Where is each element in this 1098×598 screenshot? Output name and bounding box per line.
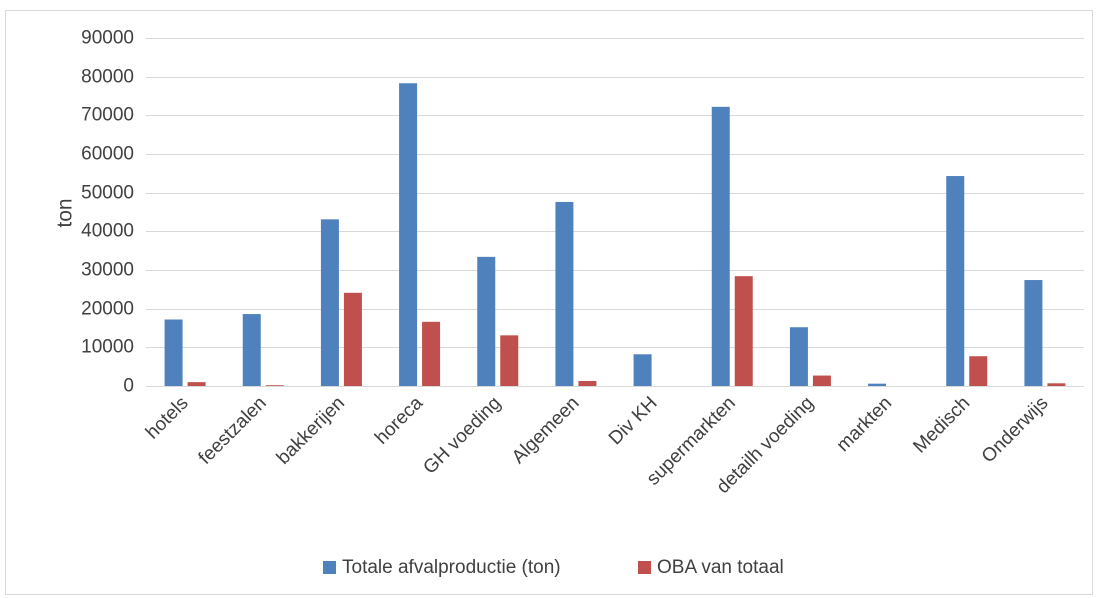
bar-totale-afvalproductie	[946, 176, 965, 386]
legend: Totale afvalproductie (ton) OBA van totaa…	[323, 557, 784, 578]
bar-oba-van-totaal	[969, 356, 988, 386]
bar-totale-afvalproductie	[1024, 280, 1043, 386]
bar-totale-afvalproductie	[399, 83, 418, 387]
bar-totale-afvalproductie	[320, 219, 339, 386]
legend-swatch	[638, 561, 651, 574]
bar-oba-van-totaal	[500, 335, 519, 386]
y-tick-label: 70000	[81, 105, 134, 126]
y-tick-label: 50000	[81, 183, 134, 204]
bar-totale-afvalproductie	[789, 327, 808, 386]
bar-oba-van-totaal	[187, 382, 206, 386]
bar-totale-afvalproductie	[242, 314, 261, 386]
bar-oba-van-totaal	[734, 276, 753, 386]
chart-frame	[5, 10, 1093, 595]
bar-totale-afvalproductie	[477, 256, 496, 386]
bar-totale-afvalproductie	[555, 201, 574, 386]
y-tick-label: 0	[123, 376, 134, 397]
y-tick-label: 40000	[81, 221, 134, 242]
bar-oba-van-totaal	[422, 321, 441, 386]
bar-totale-afvalproductie	[633, 354, 652, 386]
y-tick-label: 10000	[81, 337, 134, 358]
gridlines	[146, 38, 1084, 387]
bar-oba-van-totaal	[265, 385, 284, 386]
y-tick-label: 90000	[81, 28, 134, 49]
y-tick-label: 20000	[81, 299, 134, 320]
legend-label: Totale afvalproductie (ton)	[342, 557, 561, 578]
legend-swatch	[323, 561, 336, 574]
y-tick-label: 30000	[81, 260, 134, 281]
y-axis-label: ton	[54, 198, 77, 227]
bar-oba-van-totaal	[578, 380, 597, 386]
legend-item: Totale afvalproductie (ton)	[323, 557, 561, 578]
bar-totale-afvalproductie	[164, 319, 183, 386]
bar-oba-van-totaal	[812, 375, 831, 386]
bar-oba-van-totaal	[343, 292, 362, 386]
bar-totale-afvalproductie	[711, 106, 730, 387]
y-axis-ticks: 0 10000 20000 30000 40000 50000 60000 70000 8000…	[81, 28, 134, 397]
bar-oba-van-totaal	[1047, 383, 1066, 386]
legend-item: OBA van totaal	[638, 557, 784, 578]
y-tick-label: 80000	[81, 67, 134, 88]
legend-label: OBA van totaal	[657, 557, 784, 578]
bar-totale-afvalproductie	[868, 383, 887, 386]
y-tick-label: 60000	[81, 144, 134, 165]
bars	[164, 83, 1066, 387]
